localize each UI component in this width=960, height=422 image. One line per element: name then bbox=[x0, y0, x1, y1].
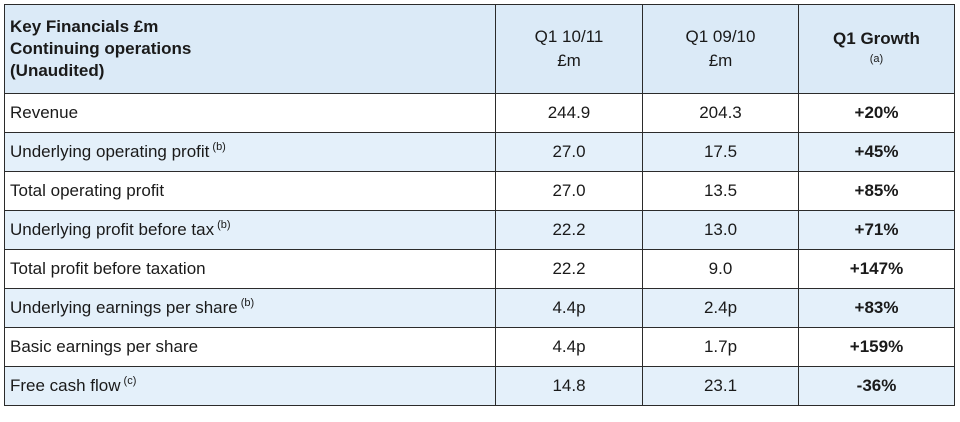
table-row: Free cash flow (c) 14.8 23.1 -36% bbox=[4, 366, 955, 406]
row-label: Revenue bbox=[10, 103, 79, 122]
value-q1-1011: 14.8 bbox=[495, 366, 643, 406]
footnote-marker: (b) bbox=[212, 141, 226, 153]
header-row: Key Financials £m Continuing operations … bbox=[4, 4, 955, 94]
row-label-cell: Free cash flow (c) bbox=[4, 366, 496, 406]
value-growth: +45% bbox=[798, 132, 955, 172]
value-q1-0910: 2.4p bbox=[642, 288, 799, 328]
value-growth: +83% bbox=[798, 288, 955, 328]
row-label: Total profit before taxation bbox=[10, 259, 206, 278]
row-label-cell: Underlying earnings per share (b) bbox=[4, 288, 496, 328]
column-header-q1-0910: Q1 09/10 £m bbox=[642, 4, 799, 94]
table-subtitle-line: Continuing operations bbox=[10, 39, 192, 58]
footnote-marker: (b) bbox=[217, 219, 231, 231]
value-q1-0910: 204.3 bbox=[642, 93, 799, 133]
table-body: Revenue 244.9 204.3 +20% Underlying operatin… bbox=[4, 93, 955, 406]
value-q1-1011: 22.2 bbox=[495, 249, 643, 289]
value-growth: +147% bbox=[798, 249, 955, 289]
column-period: Q1 09/10 bbox=[685, 27, 756, 46]
table-title-cell: Key Financials £m Continuing operations … bbox=[4, 4, 496, 94]
column-header-q1-1011: Q1 10/11 £m bbox=[495, 4, 643, 94]
value-growth: +71% bbox=[798, 210, 955, 250]
row-label-cell: Underlying profit before tax (b) bbox=[4, 210, 496, 250]
row-label-cell: Total profit before taxation bbox=[4, 249, 496, 289]
value-growth: +159% bbox=[798, 327, 955, 367]
value-q1-1011: 244.9 bbox=[495, 93, 643, 133]
table-title-line: Key Financials £m bbox=[10, 17, 159, 36]
row-label: Underlying earnings per share bbox=[10, 298, 238, 317]
value-q1-1011: 4.4p bbox=[495, 327, 643, 367]
row-label: Total operating profit bbox=[10, 181, 165, 200]
row-label: Underlying operating profit bbox=[10, 142, 210, 161]
footnote-marker: (b) bbox=[240, 297, 255, 309]
value-q1-0910: 17.5 bbox=[642, 132, 799, 172]
table-row: Total operating profit 27.0 13.5 +85% bbox=[4, 171, 955, 211]
value-q1-0910: 23.1 bbox=[642, 366, 799, 406]
column-unit: £m bbox=[708, 51, 733, 70]
row-label-cell: Total operating profit bbox=[4, 171, 496, 211]
row-label-cell: Revenue bbox=[4, 93, 496, 133]
value-q1-1011: 22.2 bbox=[495, 210, 643, 250]
table-status-line: (Unaudited) bbox=[10, 61, 105, 80]
table-row: Total profit before taxation 22.2 9.0 +147% bbox=[4, 249, 955, 289]
column-unit: £m bbox=[557, 51, 581, 70]
table-row: Underlying earnings per share (b) 4.4p 2.4p… bbox=[4, 288, 955, 328]
value-growth: +85% bbox=[798, 171, 955, 211]
value-q1-0910: 9.0 bbox=[642, 249, 799, 289]
value-q1-1011: 27.0 bbox=[495, 132, 643, 172]
value-q1-0910: 13.0 bbox=[642, 210, 799, 250]
table-row: Basic earnings per share 4.4p 1.7p +159% bbox=[4, 327, 955, 367]
table-row: Underlying profit before tax (b) 22.2 13.0 +… bbox=[4, 210, 955, 250]
value-q1-0910: 1.7p bbox=[642, 327, 799, 367]
growth-heading: Q1 Growth bbox=[833, 29, 920, 48]
row-label: Free cash flow bbox=[10, 376, 121, 395]
row-label: Underlying profit before tax bbox=[10, 220, 215, 239]
value-q1-0910: 13.5 bbox=[642, 171, 799, 211]
key-financials-table: Key Financials £m Continuing operations … bbox=[4, 4, 955, 406]
growth-footnote-marker: (a) bbox=[869, 53, 884, 65]
value-growth: -36% bbox=[798, 366, 955, 406]
column-period: Q1 10/11 bbox=[534, 27, 604, 46]
row-label: Basic earnings per share bbox=[10, 337, 199, 356]
value-q1-1011: 4.4p bbox=[495, 288, 643, 328]
footnote-marker: (c) bbox=[123, 375, 137, 387]
column-header-growth: Q1 Growth (a) bbox=[798, 4, 955, 94]
value-growth: +20% bbox=[798, 93, 955, 133]
value-q1-1011: 27.0 bbox=[495, 171, 643, 211]
row-label-cell: Underlying operating profit (b) bbox=[4, 132, 496, 172]
row-label-cell: Basic earnings per share bbox=[4, 327, 496, 367]
table-row: Underlying operating profit (b) 27.0 17.5 +4… bbox=[4, 132, 955, 172]
table-row: Revenue 244.9 204.3 +20% bbox=[4, 93, 955, 133]
